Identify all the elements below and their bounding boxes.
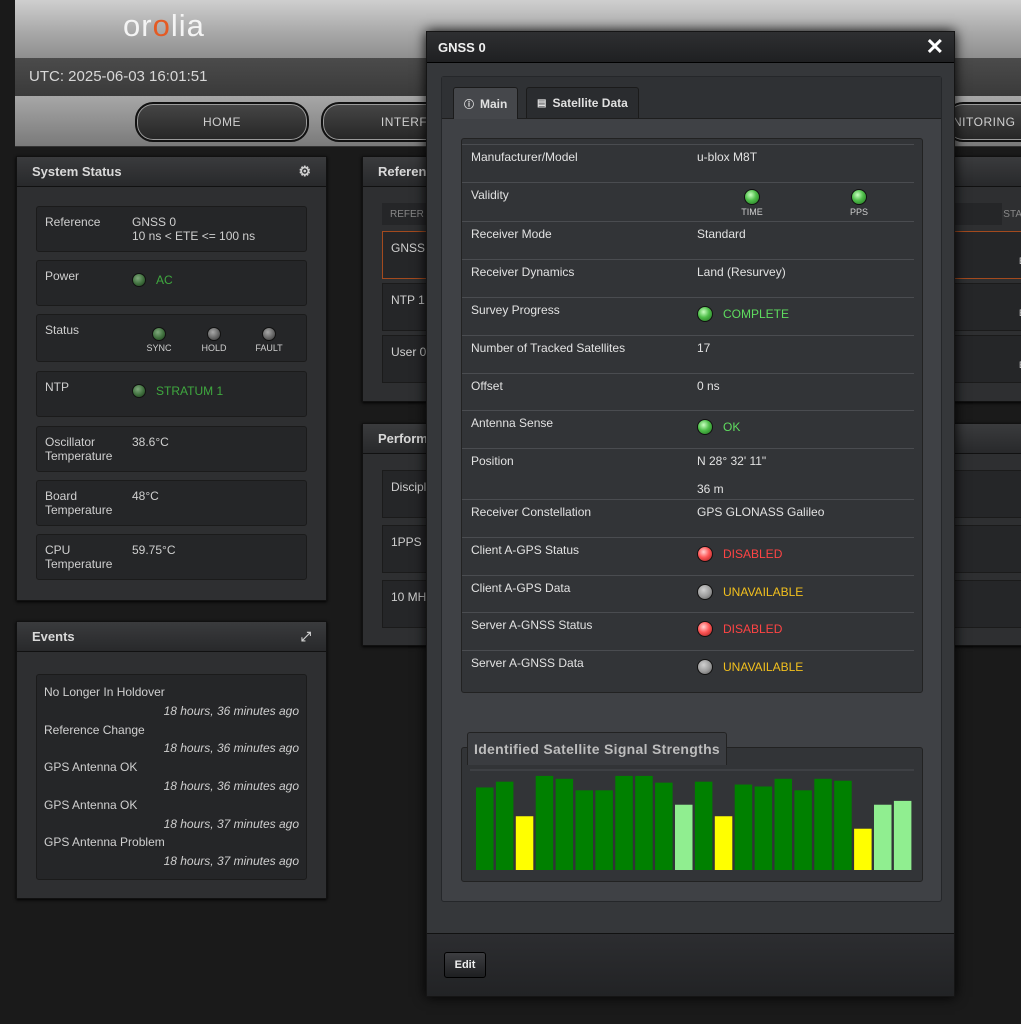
- table-row: Receiver Dynamics Land (Resurvey): [462, 259, 914, 297]
- hold-indicator: HOLD: [194, 327, 234, 353]
- signal-bar: [515, 816, 534, 870]
- gear-icon[interactable]: ⚙: [298, 163, 311, 179]
- event-time: 18 hours, 37 minutes ago: [163, 854, 299, 868]
- server-agnss-data-led: [697, 659, 713, 675]
- signal-strength-panel: [461, 747, 923, 882]
- table-row: Client A-GPS Status DISABLED: [462, 537, 914, 575]
- signal-bar: [714, 816, 733, 870]
- signal-bar: [575, 790, 593, 870]
- event-time: 18 hours, 37 minutes ago: [163, 817, 299, 831]
- signal-bar: [754, 786, 773, 870]
- sync-indicator: SYNC: [139, 327, 179, 353]
- survey-led: [697, 306, 713, 322]
- signal-bar: [615, 775, 633, 870]
- status-row-cpu-temp: CPU Temperature 59.75°C: [36, 534, 307, 580]
- signal-bar: [893, 800, 912, 870]
- edit-button[interactable]: Edit: [444, 952, 486, 978]
- signal-bar: [635, 775, 653, 870]
- gnss-modal: GNSS 0 ✕ ⓘ Main ▤ Satellite Data Manufac…: [426, 31, 955, 997]
- table-row: Server A-GNSS Data UNAVAILABLE: [462, 650, 914, 688]
- signal-strength-chart: [470, 769, 914, 870]
- table-row: Number of Tracked Satellites 17: [462, 335, 914, 373]
- info-icon: ⓘ: [464, 100, 474, 111]
- signal-bar: [694, 781, 713, 870]
- signal-bar: [555, 778, 574, 870]
- modal-header: GNSS 0 ✕: [427, 32, 954, 63]
- close-icon[interactable]: ✕: [925, 34, 944, 59]
- status-row-power: Power AC: [36, 260, 307, 306]
- tab-main[interactable]: ⓘ Main: [453, 87, 519, 119]
- signal-bar: [774, 778, 792, 870]
- chart-icon: ▤: [537, 97, 547, 109]
- time-indicator: TIME: [732, 189, 772, 217]
- table-row: Receiver Mode Standard: [462, 221, 914, 259]
- utc-clock: UTC: 2025-06-03 16:01:51: [29, 68, 208, 85]
- table-row: Antenna Sense OK: [462, 410, 914, 448]
- table-row: Client A-GPS Data UNAVAILABLE: [462, 575, 914, 613]
- event-time: 18 hours, 36 minutes ago: [163, 741, 299, 755]
- system-status-panel: System Status ⚙ Reference GNSS 0 10 ns < …: [16, 156, 327, 601]
- antenna-led: [697, 419, 713, 435]
- pps-indicator: PPS: [839, 189, 879, 217]
- signal-bar: [794, 790, 812, 870]
- signal-bar: [854, 828, 872, 870]
- event-title: No Longer In Holdover: [44, 685, 165, 699]
- signal-bar: [675, 804, 693, 870]
- status-row-status: Status SYNC HOLD FAULT: [36, 314, 307, 362]
- panel-title: Referen: [378, 164, 427, 179]
- table-row: Server A-GNSS Status DISABLED: [462, 612, 914, 650]
- server-agnss-status-led: [697, 621, 713, 637]
- gnss-info-table: Manufacturer/Model u-blox M8T Validity T…: [461, 138, 923, 693]
- table-row: Validity TIME PPS: [462, 182, 914, 221]
- status-row-ntp: NTP STRATUM 1: [36, 371, 307, 417]
- panel-title: System Status: [32, 164, 122, 179]
- signal-bar: [874, 804, 892, 870]
- panel-title: Perform: [378, 431, 428, 446]
- signal-bar: [595, 790, 613, 870]
- signal-strength-title: Identified Satellite Signal Strengths: [467, 732, 728, 765]
- table-row: Position N 28° 32' 11" 36 m: [462, 448, 914, 499]
- table-row: Survey Progress COMPLETE: [462, 297, 914, 335]
- events-list: [36, 674, 307, 880]
- event-title: Reference Change: [44, 723, 145, 737]
- expand-icon[interactable]: ⤢: [300, 628, 311, 644]
- tab-satellite-data[interactable]: ▤ Satellite Data: [526, 87, 639, 118]
- modal-title: GNSS 0: [438, 39, 486, 55]
- event-title: GPS Antenna Problem: [44, 835, 165, 849]
- nav-home[interactable]: HOME: [135, 102, 309, 142]
- panel-title: Events: [32, 629, 75, 644]
- event-time: 18 hours, 36 minutes ago: [163, 704, 299, 718]
- signal-bar: [495, 781, 514, 870]
- signal-bar: [476, 787, 494, 870]
- event-title: GPS Antenna OK: [44, 760, 138, 774]
- signal-bar: [834, 780, 852, 870]
- fault-indicator: FAULT: [249, 327, 289, 353]
- signal-bar: [814, 778, 832, 870]
- tab-bar: ⓘ Main ▤ Satellite Data: [442, 77, 941, 119]
- client-agps-status-led: [697, 546, 713, 562]
- table-row: Receiver Constellation GPS GLONASS Galil…: [462, 499, 914, 537]
- table-row: Offset 0 ns: [462, 373, 914, 411]
- table-row: Manufacturer/Model u-blox M8T: [462, 144, 914, 182]
- signal-bar: [734, 784, 753, 870]
- status-row-reference: Reference GNSS 0 10 ns < ETE <= 100 ns: [36, 206, 307, 252]
- orolia-logo[interactable]: orolia: [123, 8, 205, 43]
- nav-monitoring[interactable]: NITORING: [945, 102, 1021, 142]
- events-panel: Events ⤢ No Longer In Holdover 18 hours,…: [16, 621, 327, 899]
- client-agps-data-led: [697, 584, 713, 600]
- modal-body: ⓘ Main ▤ Satellite Data Manufacturer/Mod…: [441, 76, 942, 902]
- status-row-board-temp: Board Temperature 48°C: [36, 480, 307, 526]
- status-row-oscillator-temp: Oscillator Temperature 38.6°C: [36, 426, 307, 472]
- modal-footer: Edit: [427, 933, 954, 996]
- event-title: GPS Antenna OK: [44, 798, 138, 812]
- ntp-led: [132, 384, 146, 398]
- signal-bar: [535, 775, 554, 870]
- event-time: 18 hours, 36 minutes ago: [163, 779, 299, 793]
- power-led: [132, 273, 146, 287]
- signal-bar: [655, 782, 673, 870]
